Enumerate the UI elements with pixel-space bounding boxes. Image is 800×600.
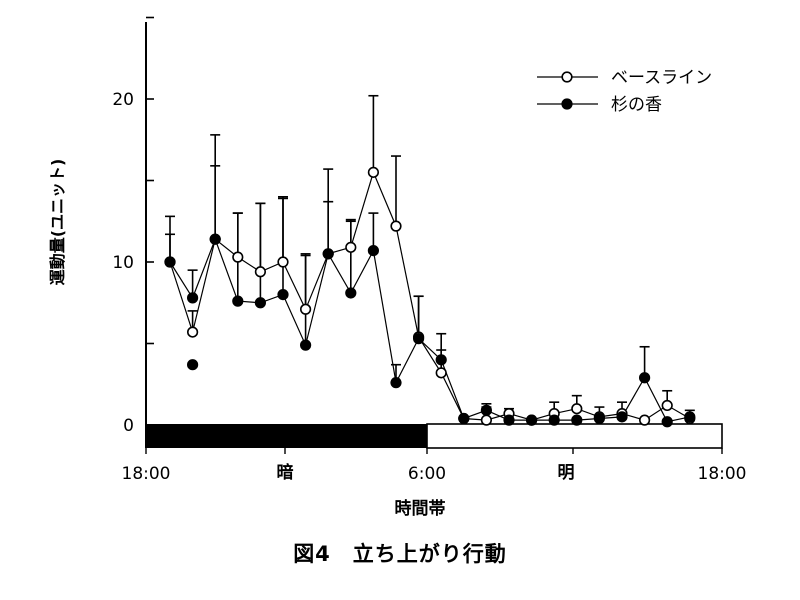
cedar-point xyxy=(209,233,221,245)
baseline-point xyxy=(254,266,266,278)
baseline-point xyxy=(277,256,289,268)
light-period-bar xyxy=(426,423,723,449)
cedar-point xyxy=(413,333,425,345)
cedar-point xyxy=(187,292,199,304)
x-tick-label: 18:00 xyxy=(698,464,747,484)
period-bar xyxy=(146,423,723,449)
cedar-point xyxy=(254,297,266,309)
error-bars xyxy=(165,94,695,421)
baseline-point xyxy=(187,326,199,338)
cedar-point xyxy=(503,414,515,426)
cedar-point xyxy=(458,412,470,425)
legend-marker xyxy=(561,71,573,83)
y-tick-label: 20 xyxy=(112,90,134,110)
baseline-point xyxy=(480,414,493,426)
cedar-point xyxy=(593,412,606,425)
y-axis-label: 運動量(ユニット) xyxy=(48,159,67,286)
cedar-point xyxy=(164,256,176,268)
baseline-point xyxy=(571,403,583,415)
cedar-point xyxy=(480,404,493,416)
cedar-point xyxy=(277,289,289,301)
data-points xyxy=(164,166,696,428)
figure-caption: 図4 立ち上がり行動 xyxy=(293,542,507,566)
cedar-point xyxy=(345,287,357,299)
baseline-point xyxy=(435,367,447,379)
cedar-point xyxy=(232,295,244,307)
cedar-point xyxy=(616,411,628,423)
x-tick-label: 18:00 xyxy=(122,464,171,484)
series-line-cedar xyxy=(169,237,690,423)
legend-label: ベースライン xyxy=(611,68,712,88)
cedar-point xyxy=(390,377,402,389)
cedar-point xyxy=(435,354,447,366)
cedar-point xyxy=(571,414,583,426)
cedar-point xyxy=(322,248,334,260)
cedar-point xyxy=(661,416,673,428)
axes xyxy=(145,16,723,454)
cedar-point xyxy=(548,414,560,426)
cedar-point xyxy=(684,411,696,423)
period-label: 暗 xyxy=(277,462,294,483)
cedar-point xyxy=(300,339,312,351)
baseline-point xyxy=(661,399,673,412)
baseline-point xyxy=(345,241,357,253)
period-label: 明 xyxy=(558,463,575,483)
x-tick-label: 6:00 xyxy=(408,464,446,484)
cedar-point xyxy=(638,372,651,384)
cedar-point xyxy=(367,244,380,257)
y-tick-label: 10 xyxy=(112,253,134,273)
baseline-point xyxy=(638,414,651,426)
legend-label: 杉の香 xyxy=(611,95,662,115)
baseline-point xyxy=(367,166,380,178)
y-tick-label: 0 xyxy=(123,416,134,436)
baseline-point xyxy=(300,303,312,315)
baseline-point xyxy=(232,251,244,263)
dark-period-bar xyxy=(146,424,427,448)
cedar-point xyxy=(525,414,538,426)
series-line-baseline xyxy=(169,170,691,421)
series-lines xyxy=(169,170,691,423)
baseline-point xyxy=(390,220,402,232)
x-axis-label: 時間帯 xyxy=(395,498,446,519)
legend-marker xyxy=(561,98,573,110)
outlier-point xyxy=(187,359,199,371)
